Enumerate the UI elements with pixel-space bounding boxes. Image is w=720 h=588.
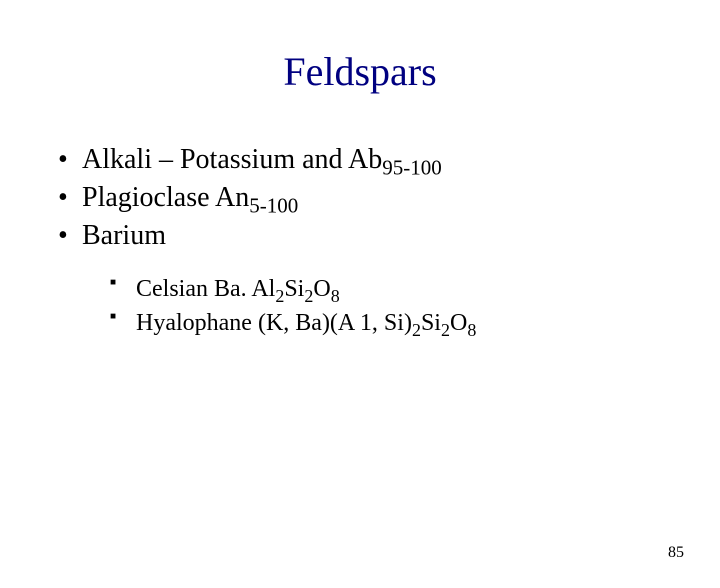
list-item: Alkali – Potassium and Ab95-100 (54, 141, 720, 179)
subscript: 2 (304, 286, 313, 306)
text-run: Si (421, 310, 441, 336)
sub-bullet-list: Celsian Ba. Al2Si2O8 Hyalophane (K, Ba)(… (110, 272, 720, 340)
text-run: Si (284, 276, 304, 302)
list-item: Celsian Ba. Al2Si2O8 (110, 272, 720, 306)
bullet-text-pre: Plagioclase An (82, 182, 249, 213)
bullet-list: Alkali – Potassium and Ab95-100 Plagiocl… (54, 141, 720, 254)
bullet-text-pre: Barium (82, 220, 166, 251)
subscript: 2 (275, 286, 284, 306)
text-run: O (313, 276, 330, 302)
subscript: 2 (412, 320, 421, 340)
text-run: O (450, 310, 467, 336)
list-item: Barium (54, 217, 720, 255)
list-item: Hyalophane (K, Ba)(A 1, Si)2Si2O8 (110, 306, 720, 340)
subscript: 8 (331, 286, 340, 306)
bullet-text-sub: 95-100 (382, 156, 442, 180)
subscript: 2 (441, 320, 450, 340)
page-title: Feldspars (0, 48, 720, 95)
text-run: Hyalophane (K, Ba)(A 1, Si) (136, 310, 412, 336)
bullet-text-pre: Alkali – Potassium and Ab (82, 144, 382, 175)
bullet-text-sub: 5-100 (249, 193, 298, 217)
page-number: 85 (668, 544, 684, 562)
list-item: Plagioclase An5-100 (54, 179, 720, 217)
subscript: 8 (467, 320, 476, 340)
text-run: Celsian Ba. Al (136, 276, 275, 302)
